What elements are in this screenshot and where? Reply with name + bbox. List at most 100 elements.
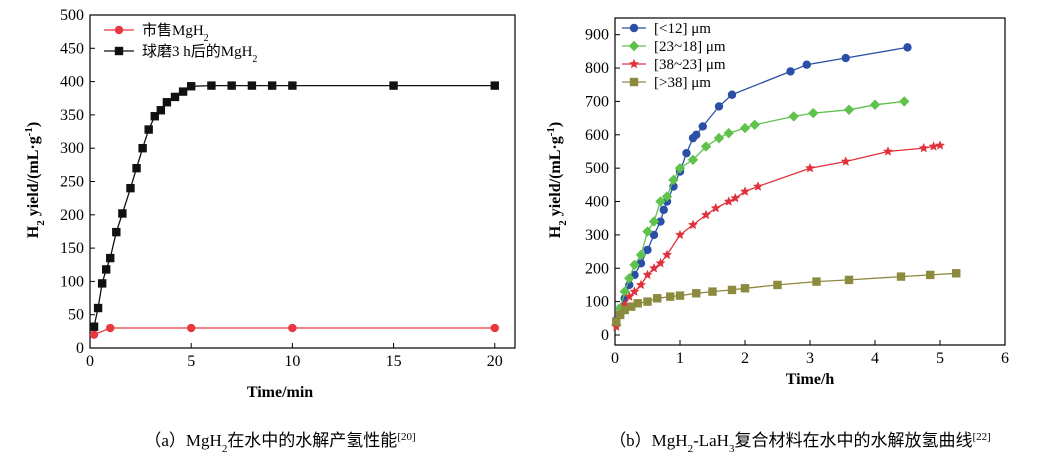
chart-b-ytick-label: 800 — [585, 60, 609, 77]
chart-b-series-3-point — [740, 284, 750, 293]
chart-b-legend-entry: [38~23] μm — [622, 57, 726, 73]
chart-b-ytick-label: 200 — [585, 260, 609, 277]
chart-b-series-1-point — [615, 303, 626, 314]
chart-a-legend-marker — [114, 25, 124, 35]
chart-a-legend-entry: 市售MgH2 — [104, 22, 209, 44]
chart-b-series-1-point — [648, 216, 660, 227]
chart-a-caption: （a）MgH2在水中的水解产氢性能[20] — [144, 431, 415, 455]
chart-b-legend-label: [>38] μm — [654, 75, 711, 91]
chart-b-series-2-line — [615, 144, 941, 327]
chart-a-series-1-point — [247, 81, 257, 90]
chart-b-series-0-point — [727, 90, 737, 99]
chart-b-series-2-point — [662, 249, 672, 260]
chart-b-series-0-point — [643, 245, 652, 255]
chart-b-series-1-point — [655, 196, 666, 207]
chart-b-series-3-point — [666, 292, 675, 301]
chart-b-series-2-point — [701, 209, 711, 220]
chart-a-xtick-label: 15 — [386, 353, 402, 370]
chart-b-series-3-point — [727, 285, 737, 295]
chart-b-series-0-point — [698, 122, 707, 131]
chart-b-series-3-point — [675, 291, 685, 300]
chart-b-legend-marker — [629, 23, 639, 33]
chart-b-series-2-point — [805, 162, 815, 173]
chart-b-series-3-point — [627, 302, 636, 311]
chart-b-series-1-point — [749, 119, 760, 130]
chart-a-series-1-point — [207, 81, 216, 90]
chart-a-series-1-point — [267, 81, 277, 90]
chart-b-series-3-point — [620, 305, 629, 315]
chart-a-ytick-label: 250 — [60, 174, 84, 191]
chart-b-series-3-point — [812, 277, 821, 286]
chart-b-series-2-point — [840, 156, 851, 166]
chart-a-series-1-point — [288, 81, 297, 90]
chart-b-series-0-point — [692, 130, 701, 139]
chart-b-series-2-point — [636, 279, 646, 290]
chart-a-series-0-point — [186, 323, 196, 333]
chart-b-series-1-point — [869, 99, 881, 110]
chart-b-xtick-label: 2 — [741, 350, 749, 367]
chart-b-series-1-point — [661, 191, 673, 202]
chart-a-xtick-label: 5 — [187, 353, 195, 370]
chart-b-series-1-point — [723, 127, 734, 139]
chart-b-legend-label: [<12] μm — [654, 21, 711, 37]
chart-b-ytick-label: 0 — [601, 327, 609, 344]
chart-a-xtick-label: 10 — [284, 353, 300, 370]
chart-b-ytick-label: 900 — [585, 27, 609, 44]
chart-b-series-3 — [612, 269, 961, 326]
chart-b-axes: 0 1 2 3 4 5 6 0 100 200 300 400 500 600 700 800 900 — [585, 17, 1009, 367]
chart-a-xlabel: Time/min — [247, 384, 313, 401]
chart-a-series-1-point — [132, 163, 141, 173]
chart-b-xtick-label: 0 — [611, 350, 619, 367]
chart-a-series-1-point — [118, 209, 127, 218]
chart-b-series-2-point — [883, 146, 893, 156]
chart-a-ytick-label: 350 — [60, 107, 84, 124]
chart-a-series-0 — [89, 323, 499, 339]
chart-b-series-2-point — [624, 291, 635, 301]
chart-a-series-1-point — [101, 265, 111, 274]
chart-b-series-2-point — [710, 202, 721, 213]
chart-b-ytick-label: 300 — [585, 227, 609, 244]
chart-b-series-3-point — [926, 270, 935, 280]
chart-a-xtick-label: 20 — [487, 353, 503, 370]
chart-b-series-3-point — [612, 317, 621, 326]
chart-b-series-3-point — [952, 269, 961, 278]
chart-b-series-1-point — [700, 141, 712, 152]
chart-a-series-1 — [89, 81, 499, 331]
chart-b-series-2-point — [928, 141, 939, 151]
chart-a-series-1-point — [227, 81, 236, 90]
chart-b-xtick-label: 4 — [871, 350, 879, 367]
chart-a-ytick-label: 200 — [60, 207, 84, 224]
chart-b-ytick-label: 600 — [585, 127, 609, 144]
chart-b-series-3-point — [616, 310, 625, 320]
chart-b-series-3-point — [708, 287, 717, 296]
chart-b-series-0-point — [903, 43, 912, 52]
chart-b-series-1-point — [668, 174, 679, 186]
chart-b-series-1-point — [619, 286, 630, 297]
chart-b-series-2-point — [723, 196, 734, 206]
chart-b-series-1-point — [788, 111, 799, 122]
chart-b-series-2-point — [688, 219, 698, 230]
chart-a-ytick-label: 300 — [60, 140, 84, 157]
chart-b-series-1-point — [843, 104, 855, 115]
chart-a-series-0-point — [288, 323, 297, 333]
chart-b-legend-label: [38~23] μm — [654, 57, 726, 73]
chart-a-ytick-label: 450 — [60, 40, 84, 57]
chart-a-series-1-point — [93, 303, 103, 313]
chart-a-legend-entry: 球磨3 h后的MgH2 — [104, 43, 257, 65]
chart-b-series-1-point — [629, 259, 640, 271]
chart-b-caption: （b）MgH2-LaH3复合材料在水中的水解放氢曲线[22] — [609, 431, 991, 455]
chart-b-series-3-point — [633, 299, 642, 308]
chart-a-ytick-label: 500 — [60, 7, 84, 24]
chart-b-legend-entry: [<12] μm — [622, 21, 711, 37]
chart-b-series-3-point — [643, 297, 652, 306]
chart-b-series-2-point — [642, 269, 653, 280]
chart-a-series-1-point — [186, 82, 196, 91]
chart-b-series-1-point — [687, 154, 699, 166]
chart-b-ytick-label: 100 — [585, 294, 609, 311]
chart-a-plot-frame — [89, 14, 516, 349]
chart-b-xtick-label: 6 — [1001, 350, 1009, 367]
chart-b-legend: [<12] μm [23~18] μm [38~23] μm [>38] μm — [622, 21, 726, 91]
